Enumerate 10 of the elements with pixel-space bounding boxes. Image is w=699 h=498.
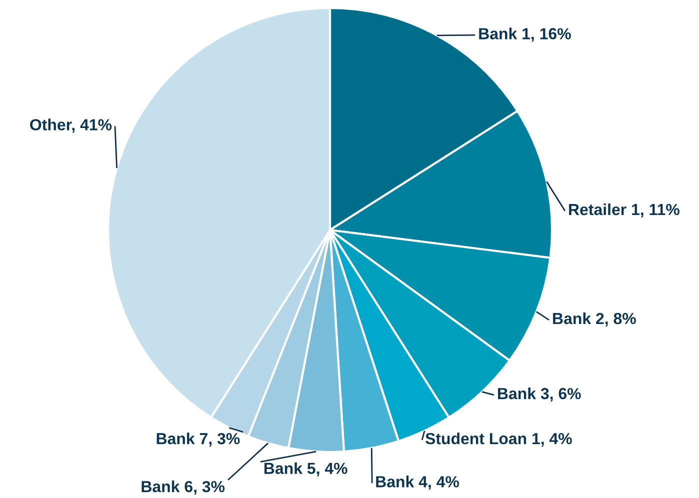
slice-label: Student Loan 1, 4% [425,432,572,447]
slice-label: Bank 7, 3% [156,432,240,447]
slice-label: Bank 5, 4% [264,462,348,476]
slice-label: Bank 2, 8% [553,312,636,327]
slice-label: Bank 3, 6% [498,388,581,402]
slice-label: Retailer 1, 11% [569,203,680,218]
slice-label: Bank 1, 16% [479,28,571,42]
slice-label: Other, 41% [30,118,112,133]
slice-label: Bank 4, 4% [376,476,459,490]
slice-label: Bank 6, 3% [142,480,225,495]
